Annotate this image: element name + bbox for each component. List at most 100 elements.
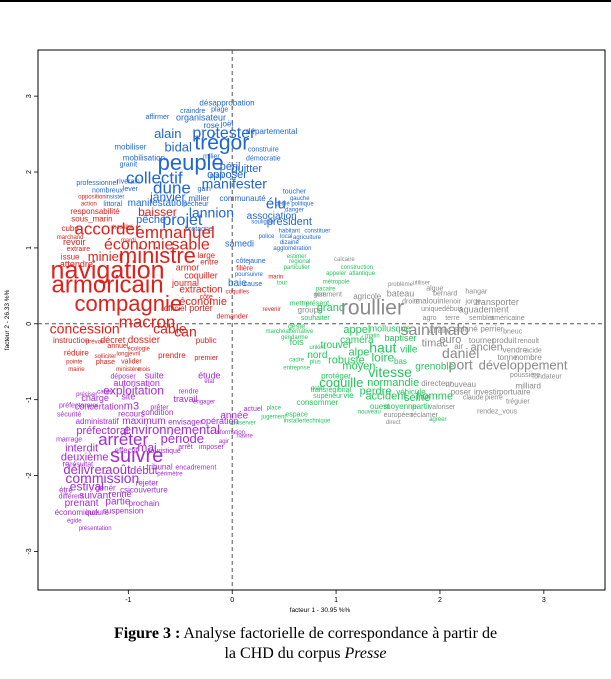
word-label: seine <box>404 392 430 404</box>
word-label: agro <box>423 315 437 322</box>
word-label: véhicule <box>396 387 426 396</box>
word-label: tréguier <box>506 398 530 405</box>
word-label: délivrer <box>63 462 106 477</box>
word-label: geste <box>288 323 305 330</box>
word-label: pêche <box>136 214 166 226</box>
x-tick-label: 0 <box>230 597 234 604</box>
ticks-layer: -1 0 1 2 3 -3 -2 -1 0 1 2 3 <box>26 94 546 604</box>
y-tick-label: 1 <box>26 246 33 250</box>
word-label: côte <box>236 258 249 265</box>
word-label: maximum <box>122 416 165 427</box>
word-label: entreprise <box>283 365 310 371</box>
word-label: période <box>161 431 204 446</box>
word-label: dizaine <box>280 240 300 246</box>
word-label: directeur <box>421 379 452 388</box>
word-label: officiel <box>164 304 187 313</box>
word-label: égide <box>67 519 82 525</box>
word-label: génér <box>95 484 116 493</box>
word-label: roullier <box>341 297 404 320</box>
word-label: lever <box>123 186 139 193</box>
word-label: demander <box>216 313 248 320</box>
word-label: mai <box>137 440 156 454</box>
word-label: atlantique <box>349 271 376 277</box>
word-label: saintmalo <box>401 322 470 339</box>
word-label: haut <box>369 340 396 356</box>
word-label: problème <box>388 282 414 288</box>
word-label: portuaire <box>499 387 531 396</box>
word-label: concession <box>50 321 120 337</box>
word-label: rom <box>314 291 326 298</box>
word-label: appeler <box>326 271 346 277</box>
word-label: cadre <box>289 358 305 364</box>
word-label: investir <box>474 387 500 396</box>
word-label: défilé politique <box>275 201 314 207</box>
word-label: ouest <box>370 402 390 411</box>
word-label: collectif <box>126 168 183 187</box>
word-label: opposition <box>78 195 105 201</box>
word-label: rose <box>204 121 220 130</box>
word-label: prendre <box>158 351 186 360</box>
word-label: écologie <box>128 346 151 352</box>
word-label: manifestation <box>128 198 187 209</box>
word-label: métropole <box>323 280 350 286</box>
word-label: littoral <box>103 201 122 208</box>
word-label: minier <box>88 249 124 264</box>
word-label: danger <box>285 207 304 213</box>
word-label: année <box>220 411 248 422</box>
word-label: appel <box>343 324 370 336</box>
word-label: claude <box>463 395 484 402</box>
word-label: conserver <box>229 421 255 427</box>
word-label: vendre <box>503 346 528 355</box>
word-label: agricole <box>353 292 382 301</box>
word-label: hostilité <box>113 225 134 231</box>
word-label: longjevril <box>116 352 140 358</box>
caption-line2: la CHD du corpus <box>224 645 341 662</box>
word-label: étre <box>59 485 73 494</box>
word-label: peuple <box>158 150 224 175</box>
word-label: tourner <box>469 336 495 345</box>
word-label: agglomération <box>273 246 311 252</box>
word-label: plage <box>211 106 228 113</box>
word-label: emmanuel <box>135 223 214 242</box>
word-label: transporter <box>475 297 519 307</box>
word-label: joël <box>220 120 234 129</box>
word-label: responsabilité <box>70 207 120 216</box>
word-label: état <box>204 379 214 385</box>
plot-frame <box>37 49 606 591</box>
word-label: moyen <box>342 360 375 372</box>
word-label: renné <box>109 489 132 499</box>
y-tick-label: -1 <box>26 396 33 402</box>
word-label: granit <box>120 162 138 169</box>
word-label: milliard <box>516 381 541 390</box>
word-label: valoriser <box>429 404 456 411</box>
word-label: deuxième <box>61 451 109 463</box>
word-label: mettre <box>290 301 310 308</box>
word-label: instruction <box>53 336 89 345</box>
word-label: effectif <box>115 446 139 455</box>
word-label: sembler <box>469 315 495 322</box>
word-label: bneuc <box>503 329 523 336</box>
word-label: entre <box>200 258 219 267</box>
word-label: compagnie <box>75 291 183 316</box>
word-label: sous_marin <box>71 214 112 223</box>
word-label: économique <box>55 508 99 517</box>
word-label: jorge <box>464 298 481 305</box>
word-label: gendarme <box>281 335 309 341</box>
word-label: désapprobation <box>199 98 254 107</box>
word-label: nombreux <box>92 188 124 195</box>
word-label: poser <box>451 387 471 396</box>
word-label: organisateur <box>176 112 226 122</box>
word-label: milier <box>203 153 220 160</box>
word-label: réclamer <box>411 412 439 419</box>
word-label: arrêter <box>98 430 148 449</box>
word-label: large <box>197 251 215 260</box>
word-label: nouveau <box>445 380 476 389</box>
word-label: président <box>267 216 312 228</box>
word-label: calcaire <box>334 257 355 263</box>
word-label: agir <box>219 439 229 445</box>
word-label: millier <box>189 194 210 203</box>
word-label: partir <box>412 402 431 411</box>
word-label: professionnel <box>76 180 118 187</box>
word-label: actuel <box>244 406 263 413</box>
word-label: algue <box>426 285 443 292</box>
